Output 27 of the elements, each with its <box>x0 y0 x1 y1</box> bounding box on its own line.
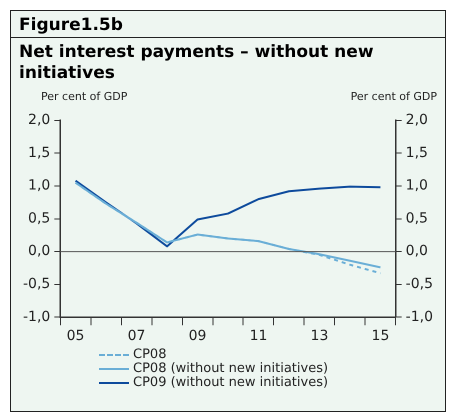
y2-tick-label: -0,5 <box>406 276 434 292</box>
y-tick-label: 1,5 <box>28 144 50 161</box>
y2-tick-label: 1,5 <box>406 144 428 161</box>
x-tick-label: 11 <box>250 328 268 344</box>
y-tick-label: 0,0 <box>28 243 50 260</box>
y-tick-label: -0,5 <box>22 276 50 292</box>
legend-label: CP08 (without new initiatives) <box>133 361 328 376</box>
y2-tick-label: 0,0 <box>406 243 428 260</box>
x-tick-label: 09 <box>188 328 206 344</box>
y-tick-label: 2,0 <box>28 112 50 128</box>
y2-tick-label: 2,0 <box>406 112 428 128</box>
y-tick-label: 1,0 <box>28 178 50 194</box>
y2-tick-label: 1,0 <box>406 178 428 194</box>
legend-label: CP08 <box>133 347 166 362</box>
chart-subtitle: Net interest payments – without new initiatives <box>18 41 375 84</box>
x-tick-label: 05 <box>66 328 84 344</box>
x-tick-label: 15 <box>372 328 390 344</box>
y-axis-title: Per cent of GDP <box>41 90 128 103</box>
x-tick-label: 07 <box>128 328 146 344</box>
y-tick-label: 0,5 <box>28 210 50 226</box>
y-tick-label: -1,0 <box>22 308 50 325</box>
y2-tick-label: 0,5 <box>406 210 428 226</box>
y2-tick-label: -1,0 <box>406 308 434 325</box>
chart-title: Figure1.5b <box>11 11 445 38</box>
y2-axis-title: Per cent of GDP <box>350 90 437 103</box>
legend-label: CP09 (without new initiatives) <box>133 375 328 390</box>
x-tick-label: 13 <box>310 328 328 344</box>
